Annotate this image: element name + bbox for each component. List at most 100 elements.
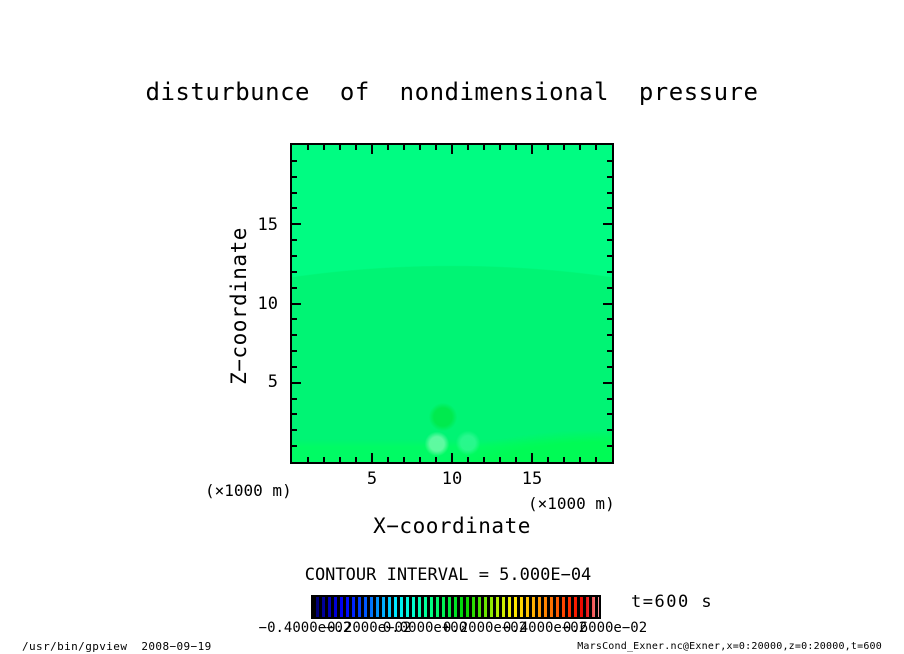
top-axis-tick — [307, 145, 309, 150]
bottom-axis-tick — [403, 457, 405, 462]
top-axis-tick — [419, 145, 421, 150]
contour-interval-note: CONTOUR INTERVAL = 5.000E−04 — [304, 565, 592, 585]
top-axis-tick — [355, 145, 357, 150]
y-tick-label-15: 15 — [257, 215, 278, 235]
x-axis-units-label: (×1000 m) — [528, 494, 615, 513]
bottom-axis-tick — [483, 457, 485, 462]
left-axis-tick — [292, 397, 297, 400]
left-axis-tick — [292, 445, 297, 448]
colorbar-label-4: 0.4000e−02 — [502, 620, 588, 636]
bottom-axis-tick — [435, 457, 437, 462]
bottom-axis-tick — [355, 457, 357, 462]
y-axis-units-label: (×1000 m) — [205, 481, 292, 500]
top-axis-tick — [595, 145, 597, 150]
x-tick-label-5: 5 — [366, 469, 378, 489]
right-axis-tick — [607, 445, 612, 448]
bottom-axis-tick — [323, 457, 325, 462]
bottom-axis-tick — [515, 457, 517, 462]
time-annotation: t=600 s — [631, 592, 714, 612]
top-axis-tick — [403, 145, 405, 150]
top-axis-tick — [579, 145, 581, 150]
left-axis-tick — [292, 191, 297, 194]
top-axis-tick — [531, 145, 533, 154]
contour-fill-field — [292, 145, 612, 462]
top-axis-tick — [467, 145, 469, 150]
left-axis-tick — [292, 381, 301, 384]
bottom-axis-tick — [499, 457, 501, 462]
bottom-axis-tick — [307, 457, 309, 462]
top-axis-tick — [435, 145, 437, 150]
top-axis-tick — [547, 145, 549, 150]
bottom-axis-tick — [531, 453, 533, 462]
left-axis-tick — [292, 302, 301, 305]
bottom-axis-tick — [579, 457, 581, 462]
left-axis-tick — [292, 350, 297, 353]
colorbar-label-3: 0.2000e−02 — [442, 620, 528, 636]
right-axis-tick — [603, 223, 612, 226]
right-axis-tick — [607, 334, 612, 337]
left-axis-tick — [292, 254, 297, 257]
x-tick-label-10: 10 — [441, 469, 463, 489]
bottom-axis-tick — [387, 457, 389, 462]
top-axis-tick — [323, 145, 325, 150]
top-axis-tick — [563, 145, 565, 150]
left-axis-tick — [292, 413, 297, 416]
colorbar-label-1: −0.2000e−02 — [318, 620, 412, 636]
y-tick-label-10: 10 — [257, 294, 278, 314]
colorbar — [311, 595, 601, 619]
top-axis-tick — [371, 145, 373, 154]
bottom-axis-tick — [339, 457, 341, 462]
top-axis-tick — [499, 145, 501, 150]
right-axis-tick — [607, 413, 612, 416]
colorbar-label-2: 0.0000e+00 — [382, 620, 468, 636]
top-axis-tick — [339, 145, 341, 150]
left-axis-tick — [292, 207, 297, 210]
chart-title: disturbunce of nondimensional pressure — [145, 78, 759, 106]
right-axis-tick — [607, 397, 612, 400]
left-axis-tick — [292, 239, 297, 242]
y-axis-label: Z−coordinate — [227, 227, 251, 385]
y-tick-label-5: 5 — [267, 372, 278, 392]
left-axis-tick — [292, 429, 297, 432]
top-axis-tick — [451, 145, 453, 154]
left-axis-tick — [292, 175, 297, 178]
right-axis-tick — [607, 239, 612, 242]
right-axis-tick — [607, 207, 612, 210]
top-axis-tick — [483, 145, 485, 150]
top-axis-tick — [387, 145, 389, 150]
plot-frame — [290, 143, 614, 464]
bottom-axis-tick — [547, 457, 549, 462]
bottom-axis-tick — [563, 457, 565, 462]
right-axis-tick — [607, 254, 612, 257]
bottom-axis-tick — [451, 453, 453, 462]
right-axis-tick — [607, 365, 612, 368]
bottom-axis-tick — [467, 457, 469, 462]
colorbar-label-0: −0.4000e−02 — [258, 620, 352, 636]
right-axis-tick — [607, 350, 612, 353]
left-axis-tick — [292, 270, 297, 273]
footer-source-descriptor: MarsCond_Exner.nc@Exner,x=0:20000,z=0:20… — [577, 641, 882, 652]
right-axis-tick — [607, 286, 612, 289]
left-axis-tick — [292, 334, 297, 337]
footer-command-and-date: /usr/bin/gpview 2008−09−19 — [22, 640, 212, 653]
left-axis-tick — [292, 318, 297, 321]
colorbar-label-5: 0.6000e−02 — [562, 620, 648, 636]
right-axis-tick — [607, 159, 612, 162]
right-axis-tick — [607, 175, 612, 178]
right-axis-tick — [603, 381, 612, 384]
left-axis-tick — [292, 223, 301, 226]
right-axis-tick — [607, 191, 612, 194]
bottom-axis-tick — [371, 453, 373, 462]
colorbar-stripes — [313, 597, 599, 617]
left-axis-tick — [292, 365, 297, 368]
right-axis-tick — [607, 270, 612, 273]
left-axis-tick — [292, 159, 297, 162]
top-axis-tick — [515, 145, 517, 150]
x-tick-label-15: 15 — [521, 469, 543, 489]
right-axis-tick — [607, 429, 612, 432]
left-axis-tick — [292, 286, 297, 289]
right-axis-tick — [603, 302, 612, 305]
right-axis-tick — [607, 318, 612, 321]
x-axis-label: X−coordinate — [373, 514, 531, 538]
